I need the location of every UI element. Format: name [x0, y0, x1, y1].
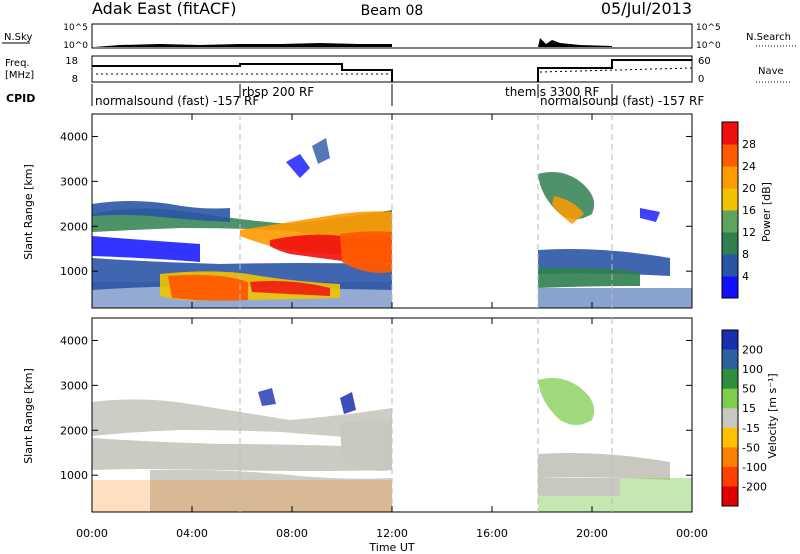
velocity-returns [92, 378, 692, 512]
freq-trace-2 [537, 59, 692, 82]
nsky-trace-1 [94, 43, 392, 47]
colorbar-segment [722, 232, 738, 255]
freq-label-2: [MHz] [5, 70, 34, 81]
colorbar-tick-label: 28 [742, 138, 756, 151]
power-y-ticks: 1000 2000 3000 4000 [60, 130, 692, 278]
date-title: 05/Jul/2013 [601, 0, 692, 18]
power-colorbar-title: Power [dB] [760, 182, 773, 242]
velocity-y-ticks: 1000 2000 3000 4000 [60, 334, 692, 482]
y-tick-label: 4000 [60, 130, 88, 143]
nsearch-label: N.Search [746, 32, 791, 43]
velocity-colorbar: 200 100 50 15 -15 -50 -100 -200 [721, 329, 767, 507]
nsky-tick-top: 10^5 [63, 23, 88, 33]
nave-tick-bottom: 0 [698, 74, 704, 85]
colorbar-segment [722, 349, 738, 370]
colorbar-tick-label: 100 [742, 363, 763, 376]
colorbar-segment [722, 254, 738, 277]
velocity-ylabel: Slant Range [km] [22, 368, 35, 464]
x-tick-label: 12:00 [376, 527, 408, 540]
colorbar-tick-label: 16 [742, 204, 756, 217]
colorbar-tick-label: 12 [742, 226, 756, 239]
colorbar-tick-label: 20 [742, 182, 756, 195]
y-tick-label: 3000 [60, 175, 88, 188]
nsearch-tick-top: 10^5 [696, 23, 721, 33]
freq-label-1: Freq. [5, 58, 30, 69]
freq-trace-1 [92, 63, 393, 82]
colorbar-segment [722, 427, 738, 448]
colorbar-tick-label: 15 [742, 402, 756, 415]
nsky-tick-bottom: 10^0 [63, 41, 88, 51]
power-ylabel: Slant Range [km] [22, 164, 35, 260]
colorbar-segment [722, 144, 738, 167]
x-tick-label: 08:00 [276, 527, 308, 540]
x-tick-label: 04:00 [176, 527, 208, 540]
colorbar-segment [722, 166, 738, 189]
nave-label: Nave [758, 66, 784, 77]
power-returns [92, 138, 692, 308]
colorbar-segment [722, 408, 738, 429]
colorbar-segment [722, 188, 738, 211]
nave-tick-top: 60 [698, 56, 711, 67]
cpid-text-1: normalsound (fast) -157 RF [95, 94, 259, 108]
cpid-text-2: rbsp 200 RF [242, 85, 314, 99]
x-tick-label: 20:00 [576, 527, 608, 540]
colorbar-tick-label: 8 [742, 248, 749, 261]
y-tick-label: 2000 [60, 424, 88, 437]
colorbar-tick-label: 50 [742, 383, 756, 396]
x-tick-label: 00:00 [676, 527, 708, 540]
cpid-label: CPID [6, 92, 35, 105]
colorbar-tick-label: -50 [742, 441, 760, 454]
freq-tick-top: 18 [65, 56, 78, 67]
colorbar-segment [722, 388, 738, 409]
colorbar-tick-label: -200 [742, 480, 767, 493]
colorbar-tick-label: -100 [742, 461, 767, 474]
colorbar-segment [722, 122, 738, 145]
colorbar-frame [721, 121, 739, 299]
colorbar-segment [722, 276, 738, 299]
colorbar-frame [721, 329, 739, 507]
cpid-text-3: themis 3300 RF [505, 85, 599, 99]
time-axis: 00:00 04:00 08:00 12:00 16:00 20:00 00:00 [76, 114, 708, 540]
x-tick-label: 16:00 [476, 527, 508, 540]
x-axis-title: Time UT [368, 541, 414, 554]
velocity-panel: Slant Range [km] 1000 2000 3000 4000 [22, 317, 693, 513]
y-tick-label: 1000 [60, 265, 88, 278]
y-tick-label: 3000 [60, 379, 88, 392]
cpid-row: CPID normalsound (fast) -157 RF rbsp 200… [6, 84, 704, 108]
power-panel: Slant Range [km] 1000 2000 3000 4000 [22, 113, 693, 309]
colorbar-segment [722, 447, 738, 468]
freq-tick-bottom: 8 [72, 74, 78, 85]
radar-title: Adak East (fitACF) [92, 0, 236, 18]
colorbar-segment [722, 330, 738, 351]
nsearch-tick-bottom: 10^0 [696, 41, 721, 51]
nave-trace-2 [539, 67, 693, 73]
cpid-text-4: normalsound (fast) -157 RF [540, 94, 704, 108]
y-tick-label: 2000 [60, 220, 88, 233]
colorbar-tick-label: -15 [742, 422, 760, 435]
colorbar-segment [722, 369, 738, 390]
velocity-colorbar-title: Velocity [m s⁻¹] [766, 373, 779, 458]
colorbar-tick-label: 24 [742, 160, 756, 173]
colorbar-tick-label: 4 [742, 270, 749, 283]
y-tick-label: 1000 [60, 469, 88, 482]
x-tick-label: 00:00 [76, 527, 108, 540]
colorbar-segment [722, 210, 738, 233]
colorbar-segment [722, 466, 738, 487]
nsky-trace-2 [538, 38, 612, 47]
nsky-label: N.Sky [4, 32, 32, 43]
colorbar-segment [722, 486, 738, 507]
colorbar-tick-label: 200 [742, 344, 763, 357]
nsky-panel: N.Sky 10^5 10^0 10^5 10^0 N.Search [2, 23, 796, 51]
beam-title: Beam 08 [361, 3, 424, 19]
freq-panel: Freq. [MHz] 18 8 60 0 Nave [5, 55, 790, 85]
y-tick-label: 4000 [60, 334, 88, 347]
power-colorbar: 4 8 12 16 20 24 28 [721, 121, 756, 299]
